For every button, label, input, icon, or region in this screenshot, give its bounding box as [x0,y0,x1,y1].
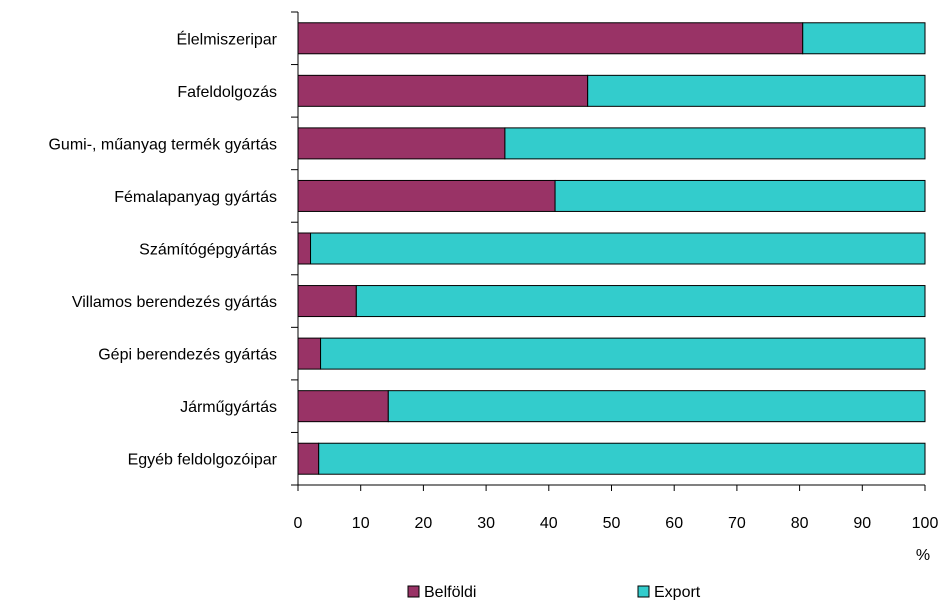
category-label: Élelmiszeripar [177,29,278,48]
bar-export-0 [802,22,926,55]
x-tick-label: 10 [352,515,370,532]
category-label: Fémalapanyag gyártás [114,189,277,206]
bar-belföldi-6 [297,337,322,370]
bar-export-3 [554,179,926,212]
bar-export-2 [504,127,926,160]
legend-label-export: Export [654,584,701,600]
x-tick-label: 40 [540,515,558,532]
y-axis: Élelmiszeripar Fafeldolgozás Gumi-, műanya… [48,11,299,486]
bar-belföldi-5 [297,285,357,318]
legend: Belföldi Export [407,584,701,600]
bar-belföldi-1 [297,74,589,107]
x-tick-label: 90 [853,515,871,532]
category-label: Gumi-, műanyag termék gyártás [48,136,277,153]
bar-belföldi-7 [297,390,389,423]
bar-belföldi-0 [297,22,804,55]
bar-export-1 [587,74,926,107]
x-tick-label: 70 [728,515,746,532]
category-label: Egyéb feldolgozóipar [128,452,278,469]
bar-export-5 [355,285,926,318]
bar-belföldi-4 [297,232,312,265]
legend-label-belföldi: Belföldi [424,584,476,600]
x-tick-label: 30 [477,515,495,532]
category-label: Villamos berendezés gyártás [72,294,277,311]
x-tick-label: 60 [665,515,683,532]
x-tick-label: 50 [603,515,621,532]
x-tick-label: 80 [791,515,809,532]
x-tick-label: 100 [912,515,939,532]
category-label: Gépi berendezés gyártás [98,347,277,364]
x-tick-label: 20 [415,515,433,532]
bars-group [297,22,926,475]
bar-export-7 [387,390,926,423]
bar-belföldi-8 [297,442,320,475]
legend-swatch-belföldi [407,585,420,598]
bar-export-8 [318,442,926,475]
category-label: Fafeldolgozás [177,84,277,101]
bar-export-6 [320,337,926,370]
x-axis: 0 10 20 30 40 50 60 70 80 90 100 [294,484,939,532]
bar-belföldi-2 [297,127,506,160]
bar-belföldi-3 [297,179,556,212]
x-axis-unit-label: % [916,547,930,564]
category-label: Számítógépgyártás [139,242,277,259]
x-tick-label: 0 [294,515,303,532]
category-label: Járműgyártás [180,399,277,416]
bar-export-4 [310,232,926,265]
legend-swatch-export [637,585,650,598]
